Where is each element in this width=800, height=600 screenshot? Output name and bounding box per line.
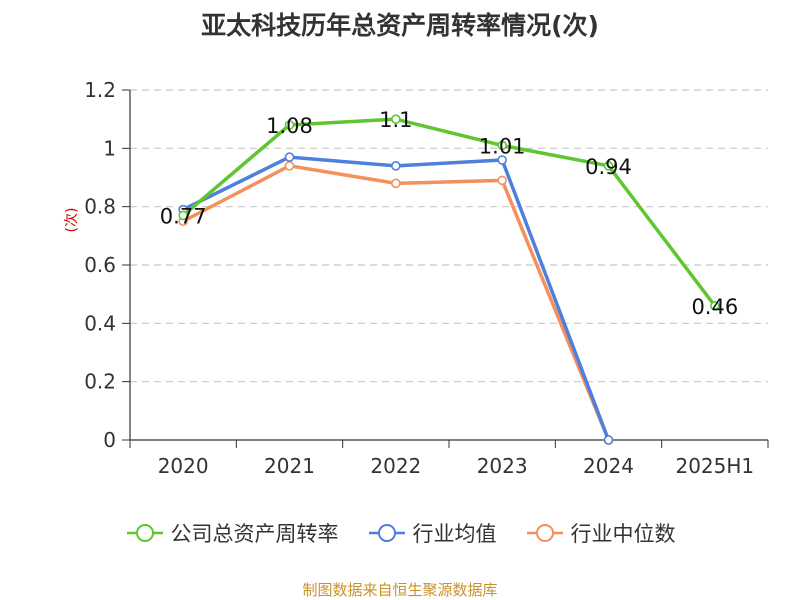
y-tick-label: 0.2 xyxy=(84,370,116,394)
x-tick-label: 2025H1 xyxy=(675,454,754,478)
legend-item[interactable]: 行业均值 xyxy=(367,518,497,548)
legend-label: 公司总资产周转率 xyxy=(170,522,339,546)
data-label: 1.08 xyxy=(266,114,313,138)
gridlines xyxy=(130,89,768,383)
y-tick-label: 1 xyxy=(103,136,116,160)
data-point xyxy=(497,140,507,151)
y-tick-label: 0.8 xyxy=(84,195,116,219)
data-point xyxy=(284,152,295,162)
data-label: 0.77 xyxy=(160,204,207,228)
y-tick-label: 0.4 xyxy=(84,311,116,335)
data-point xyxy=(284,161,295,171)
data-point xyxy=(603,435,614,445)
data-labels: 0.77 1.08 1.1 1.01 0.94 0.46 xyxy=(160,108,738,319)
x-tick-label: 2024 xyxy=(583,454,634,478)
axes: 0 0.2 0.4 0.6 0.8 1 1.2 (次) 2020 2021 2022 2023 2024… xyxy=(64,78,769,478)
data-point xyxy=(284,120,295,130)
y-tick-label: 0.6 xyxy=(84,253,116,277)
series-line xyxy=(182,155,611,441)
legend: 公司总资产周转率 行业均值 行业中位数 xyxy=(0,518,800,548)
legend-swatch-icon xyxy=(126,524,163,542)
legend-swatch-icon xyxy=(368,524,405,542)
legend-label: 行业均值 xyxy=(412,522,497,546)
source-note: 制图数据来自恒生聚源数据库 xyxy=(302,581,498,599)
data-point xyxy=(497,155,507,165)
data-point xyxy=(497,175,507,186)
series-lines xyxy=(178,114,720,445)
data-point xyxy=(391,178,401,189)
legend-swatch-icon xyxy=(526,524,563,542)
x-tick-label: 2020 xyxy=(158,454,209,478)
data-point xyxy=(603,161,614,171)
data-label: 0.46 xyxy=(691,295,738,319)
data-label: 1.1 xyxy=(379,108,412,132)
data-point xyxy=(710,301,720,311)
y-axis-label: (次) xyxy=(64,208,80,233)
chart-title: 亚太科技历年总资产周转率情况(次) xyxy=(201,11,599,40)
legend-item[interactable]: 行业中位数 xyxy=(525,518,676,548)
y-tick-label: 1.2 xyxy=(84,78,116,102)
x-tick-label: 2021 xyxy=(264,454,315,478)
legend-label: 行业中位数 xyxy=(570,522,676,546)
y-tick-label: 0 xyxy=(103,428,116,452)
data-point xyxy=(391,114,401,124)
series-line xyxy=(182,117,717,307)
x-tick-label: 2023 xyxy=(477,454,528,478)
data-point xyxy=(391,161,401,171)
legend-item[interactable]: 公司总资产周转率 xyxy=(125,518,339,548)
data-label: 1.01 xyxy=(479,134,526,158)
x-tick-label: 2022 xyxy=(370,454,421,478)
data-label: 0.94 xyxy=(585,155,632,179)
data-point xyxy=(178,210,188,221)
